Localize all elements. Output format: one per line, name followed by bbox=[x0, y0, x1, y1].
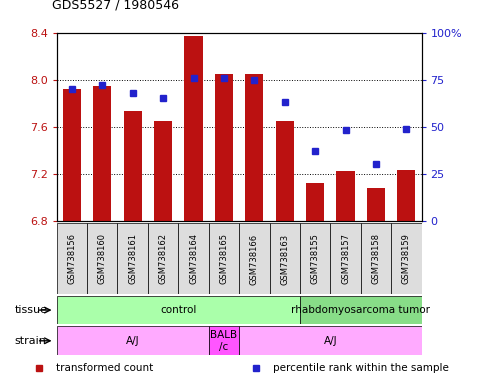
Bar bbox=[209, 326, 239, 355]
Text: GSM738160: GSM738160 bbox=[98, 233, 107, 285]
Bar bbox=[57, 296, 300, 324]
Bar bbox=[87, 223, 117, 294]
Bar bbox=[215, 74, 233, 221]
Text: control: control bbox=[160, 305, 197, 315]
Bar bbox=[93, 86, 111, 221]
Bar bbox=[239, 223, 270, 294]
Text: GSM738158: GSM738158 bbox=[371, 233, 381, 285]
Bar bbox=[239, 326, 422, 355]
Text: strain: strain bbox=[15, 336, 47, 346]
Bar bbox=[63, 89, 81, 221]
Text: transformed count: transformed count bbox=[56, 363, 153, 373]
Bar bbox=[57, 326, 209, 355]
Bar bbox=[300, 296, 422, 324]
Text: A/J: A/J bbox=[323, 336, 337, 346]
Bar bbox=[306, 183, 324, 221]
Bar bbox=[330, 223, 361, 294]
Text: GSM738159: GSM738159 bbox=[402, 233, 411, 284]
Bar bbox=[124, 111, 142, 221]
Text: tissue: tissue bbox=[15, 305, 48, 315]
Text: GSM738157: GSM738157 bbox=[341, 233, 350, 285]
Text: GSM738163: GSM738163 bbox=[280, 233, 289, 285]
Bar bbox=[361, 223, 391, 294]
Text: BALB
/c: BALB /c bbox=[211, 330, 238, 352]
Text: rhabdomyosarcoma tumor: rhabdomyosarcoma tumor bbox=[291, 305, 430, 315]
Bar bbox=[276, 121, 294, 221]
Bar bbox=[209, 223, 239, 294]
Bar bbox=[245, 74, 263, 221]
Text: GSM738165: GSM738165 bbox=[219, 233, 228, 285]
Bar bbox=[117, 223, 148, 294]
Text: GSM738156: GSM738156 bbox=[68, 233, 76, 285]
Bar bbox=[148, 223, 178, 294]
Bar bbox=[397, 170, 416, 221]
Bar bbox=[154, 121, 172, 221]
Bar bbox=[178, 223, 209, 294]
Bar bbox=[391, 223, 422, 294]
Text: GSM738155: GSM738155 bbox=[311, 233, 319, 284]
Bar bbox=[57, 223, 87, 294]
Text: GSM738162: GSM738162 bbox=[159, 233, 168, 285]
Text: GSM738164: GSM738164 bbox=[189, 233, 198, 285]
Bar bbox=[270, 223, 300, 294]
Text: A/J: A/J bbox=[126, 336, 140, 346]
Bar bbox=[367, 188, 385, 221]
Text: percentile rank within the sample: percentile rank within the sample bbox=[273, 363, 449, 373]
Text: GDS5527 / 1980546: GDS5527 / 1980546 bbox=[52, 0, 179, 12]
Bar bbox=[184, 36, 203, 221]
Bar bbox=[300, 223, 330, 294]
Text: GSM738161: GSM738161 bbox=[128, 233, 137, 285]
Text: GSM738166: GSM738166 bbox=[250, 233, 259, 285]
Bar bbox=[336, 171, 354, 221]
